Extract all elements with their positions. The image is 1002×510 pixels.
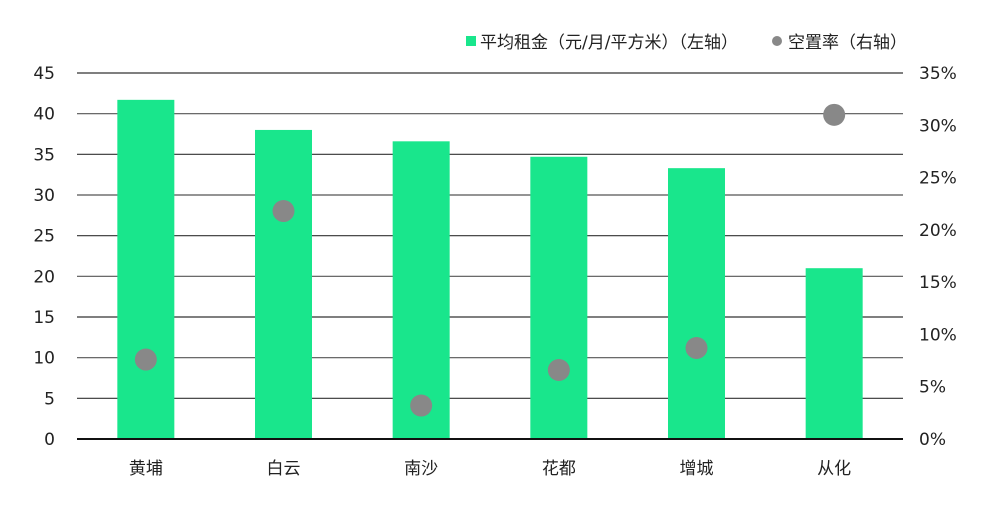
gridlines: [77, 72, 903, 399]
square-marker-icon: [466, 35, 476, 46]
scatter-point: [685, 337, 708, 360]
y-axis-left: 0 5 10 15 20 25 30 35 40 45: [33, 64, 55, 450]
bar-series: [117, 99, 863, 440]
bar: [117, 99, 175, 439]
scatter-point: [823, 103, 846, 126]
y2-tick-label: 0%: [919, 430, 946, 450]
y-tick-label: 10: [33, 349, 55, 369]
x-tick-label: 从化: [817, 459, 851, 479]
legend-item-rent: 平均租金（元/月/平方米）（左轴）: [466, 28, 738, 53]
x-tick-label: 增城: [680, 459, 714, 479]
x-tick-label: 白云: [267, 459, 301, 479]
y2-tick-label: 30%: [919, 116, 957, 136]
bar: [805, 268, 863, 439]
y2-tick-label: 15%: [919, 273, 957, 293]
x-axis: 黄埔 白云 南沙 花都 增城 从化: [129, 459, 851, 479]
bar: [255, 129, 312, 439]
y2-tick-label: 25%: [919, 169, 957, 189]
legend-label-vacancy: 空置率（右轴）: [787, 33, 907, 53]
y-tick-label: 45: [33, 64, 55, 84]
bar: [668, 168, 725, 439]
circle-marker-icon: [771, 35, 782, 46]
y-tick-label: 30: [33, 186, 55, 206]
y-tick-label: 20: [33, 267, 55, 287]
scatter-point: [272, 200, 295, 223]
y2-tick-label: 5%: [919, 378, 946, 398]
y-tick-label: 40: [33, 105, 55, 125]
bar: [392, 141, 450, 439]
scatter-point: [410, 394, 433, 417]
scatter-series: [134, 103, 846, 417]
chart-legend: 平均租金（元/月/平方米）（左轴） 空置率（右轴）: [466, 28, 941, 53]
x-tick-label: 南沙: [404, 459, 438, 479]
scatter-point: [134, 348, 157, 371]
y2-tick-label: 35%: [919, 64, 957, 84]
y-tick-label: 0: [44, 430, 55, 450]
y-tick-label: 15: [33, 308, 55, 328]
y-tick-label: 35: [33, 145, 55, 165]
legend-item-vacancy: 空置率（右轴）: [771, 28, 907, 53]
x-tick-label: 黄埔: [129, 459, 163, 479]
scatter-point: [547, 358, 570, 381]
y-tick-label: 25: [33, 227, 55, 247]
bar: [530, 156, 588, 440]
y-tick-label: 5: [44, 389, 55, 409]
y-axis-right: 0% 5% 10% 15% 20% 25% 30% 35%: [919, 64, 957, 450]
legend-label-rent: 平均租金（元/月/平方米）（左轴）: [480, 33, 738, 53]
y2-tick-label: 20%: [919, 221, 957, 241]
x-tick-label: 花都: [542, 459, 576, 479]
y2-tick-label: 10%: [919, 325, 957, 345]
